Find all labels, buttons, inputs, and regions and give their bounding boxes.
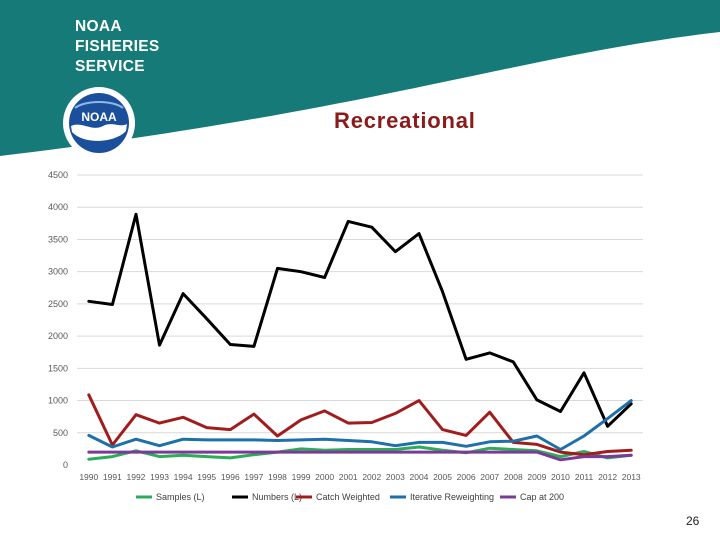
noaa-emblem-label: NOAA <box>81 110 117 124</box>
y-tick-label: 1500 <box>48 363 68 373</box>
x-tick-label: 1990 <box>79 472 98 482</box>
x-tick-label: 2009 <box>527 472 546 482</box>
x-tick-label: 1997 <box>244 472 263 482</box>
y-tick-label: 0 <box>63 460 68 470</box>
y-tick-label: 3000 <box>48 267 68 277</box>
banner-background <box>0 0 720 156</box>
org-name-line1: NOAA <box>75 18 122 35</box>
x-tick-label: 2011 <box>575 472 594 482</box>
legend-label: Iterative Reweighting <box>410 492 494 502</box>
org-name-line2: FISHERIES <box>75 38 160 55</box>
x-tick-label: 1993 <box>150 472 169 482</box>
y-tick-label: 2500 <box>48 299 68 309</box>
x-tick-label: 2004 <box>409 472 428 482</box>
x-tick-label: 1996 <box>221 472 240 482</box>
series-line-numbers-l <box>87 212 633 428</box>
x-tick-label: 2012 <box>598 472 617 482</box>
legend-label: Catch Weighted <box>316 492 380 502</box>
chart-title: Recreational <box>334 108 476 133</box>
series-line-samples-l <box>87 445 633 461</box>
legend-label: Samples (L) <box>156 492 205 502</box>
y-tick-label: 2000 <box>48 331 68 341</box>
x-tick-label: 2007 <box>480 472 499 482</box>
x-tick-label: 1994 <box>174 472 193 482</box>
x-tick-label: 1995 <box>197 472 216 482</box>
series-line-cap-at-200 <box>87 450 633 462</box>
x-tick-label: 1999 <box>292 472 311 482</box>
x-tick-label: 2002 <box>362 472 381 482</box>
legend-label: Cap at 200 <box>520 492 564 502</box>
x-tick-label: 2003 <box>386 472 405 482</box>
x-tick-label: 2006 <box>457 472 476 482</box>
header-banner: NOAA <box>0 0 720 159</box>
org-name-line3: SERVICE <box>75 58 145 75</box>
x-tick-label: 1992 <box>126 472 145 482</box>
noaa-emblem <box>63 87 135 159</box>
x-tick-label: 2000 <box>315 472 334 482</box>
y-tick-label: 1000 <box>48 396 68 406</box>
series-line-iterative-reweighting <box>87 399 633 451</box>
y-tick-label: 500 <box>53 428 68 438</box>
legend-label: Numbers (L) <box>252 492 302 502</box>
y-tick-label: 3500 <box>48 234 68 244</box>
x-tick-label: 2005 <box>433 472 452 482</box>
series-line-catch-weighted <box>87 393 633 457</box>
x-tick-label: 1998 <box>268 472 287 482</box>
x-tick-label: 2008 <box>504 472 523 482</box>
x-tick-label: 2010 <box>551 472 570 482</box>
y-tick-label: 4000 <box>48 202 68 212</box>
x-tick-label: 2013 <box>622 472 641 482</box>
x-tick-label: 1991 <box>103 472 122 482</box>
y-tick-label: 4500 <box>48 170 68 180</box>
page-number: 26 <box>686 514 700 528</box>
x-tick-label: 2001 <box>339 472 358 482</box>
